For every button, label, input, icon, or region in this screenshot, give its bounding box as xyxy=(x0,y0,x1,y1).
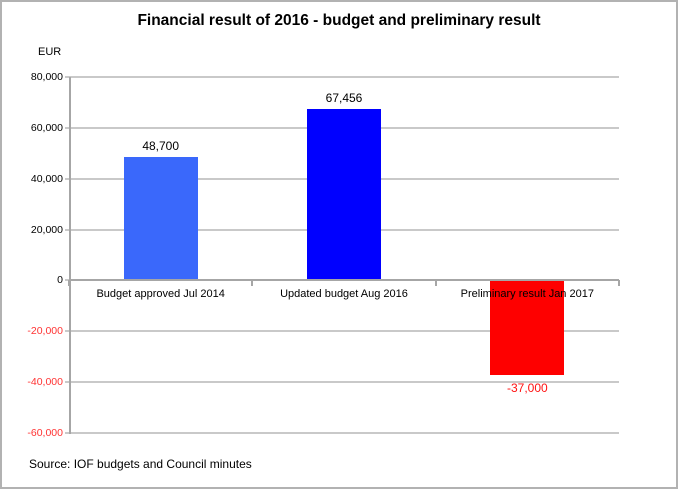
y-axis-tick-label: 60,000 xyxy=(30,121,63,134)
bar-value-label: 48,700 xyxy=(142,138,180,153)
y-axis-tick-label: -20,000 xyxy=(27,325,63,338)
x-axis-tick xyxy=(68,280,70,287)
gridline xyxy=(65,76,619,78)
x-axis-tick xyxy=(251,280,254,287)
bar-value-label: -37,000 xyxy=(506,380,548,395)
x-axis-line xyxy=(69,279,619,282)
y-axis-tick-label: 20,000 xyxy=(30,223,63,236)
y-axis-tick-label: -60,000 xyxy=(27,427,63,439)
y-axis-unit-label: EUR xyxy=(38,46,62,58)
category-label: Budget approved Jul 2014 xyxy=(96,288,225,301)
y-axis-tick-label: 80,000 xyxy=(30,71,63,83)
plot-area: 80,000 60,000 40,000 20,000 0 -20,000 -40,000 -… xyxy=(27,71,620,439)
y-axis-tick-label: 40,000 xyxy=(30,172,63,185)
source-note: Source: IOF budgets and Council minutes xyxy=(29,457,252,471)
gridline xyxy=(65,432,619,434)
category-label: Preliminary result Jan 2017 xyxy=(460,288,594,301)
y-axis-line xyxy=(69,77,71,434)
category-label: Updated budget Aug 2016 xyxy=(280,288,408,301)
bar-1 xyxy=(123,156,198,281)
bar-2 xyxy=(307,108,381,281)
bar-value-label: 67,456 xyxy=(325,90,363,105)
x-axis-tick xyxy=(618,280,620,287)
y-axis-tick-label: -40,000 xyxy=(27,376,63,389)
gridline xyxy=(65,330,619,333)
x-axis-tick xyxy=(434,280,437,287)
y-axis-tick-label: 0 xyxy=(57,274,63,287)
gridline xyxy=(65,381,619,384)
chart-title: Financial result of 2016 - budget and pr… xyxy=(137,12,541,29)
bar-3 xyxy=(490,280,565,375)
